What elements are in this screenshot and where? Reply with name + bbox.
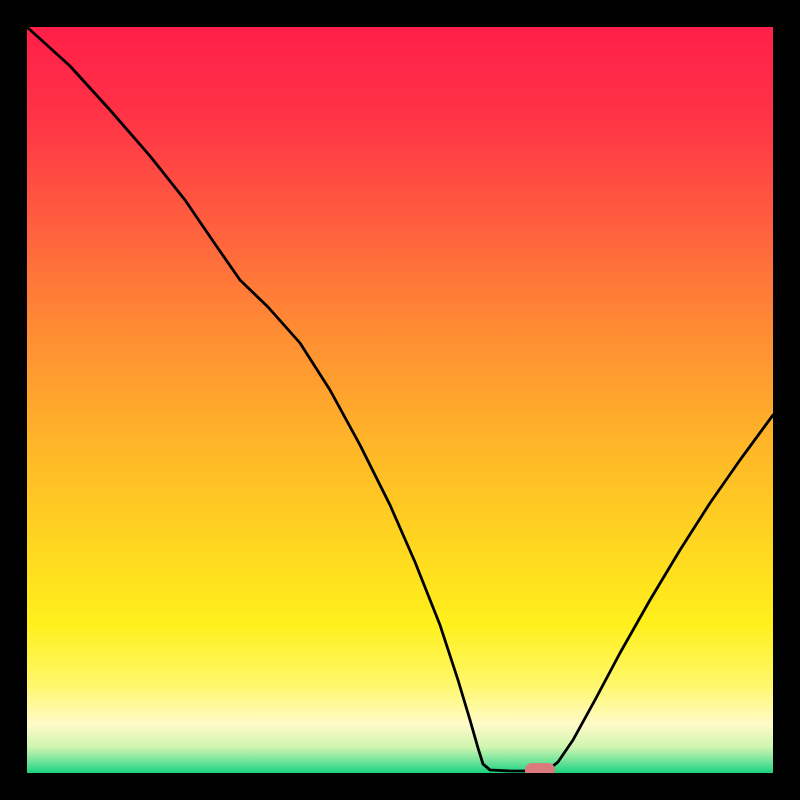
plot-border [0, 0, 27, 800]
gradient-background [27, 27, 773, 773]
plot-border [0, 773, 800, 800]
chart-svg [0, 0, 800, 800]
plot-border [773, 0, 800, 800]
chart-container: TheBottleneck.com [0, 0, 800, 800]
plot-border [0, 0, 800, 27]
